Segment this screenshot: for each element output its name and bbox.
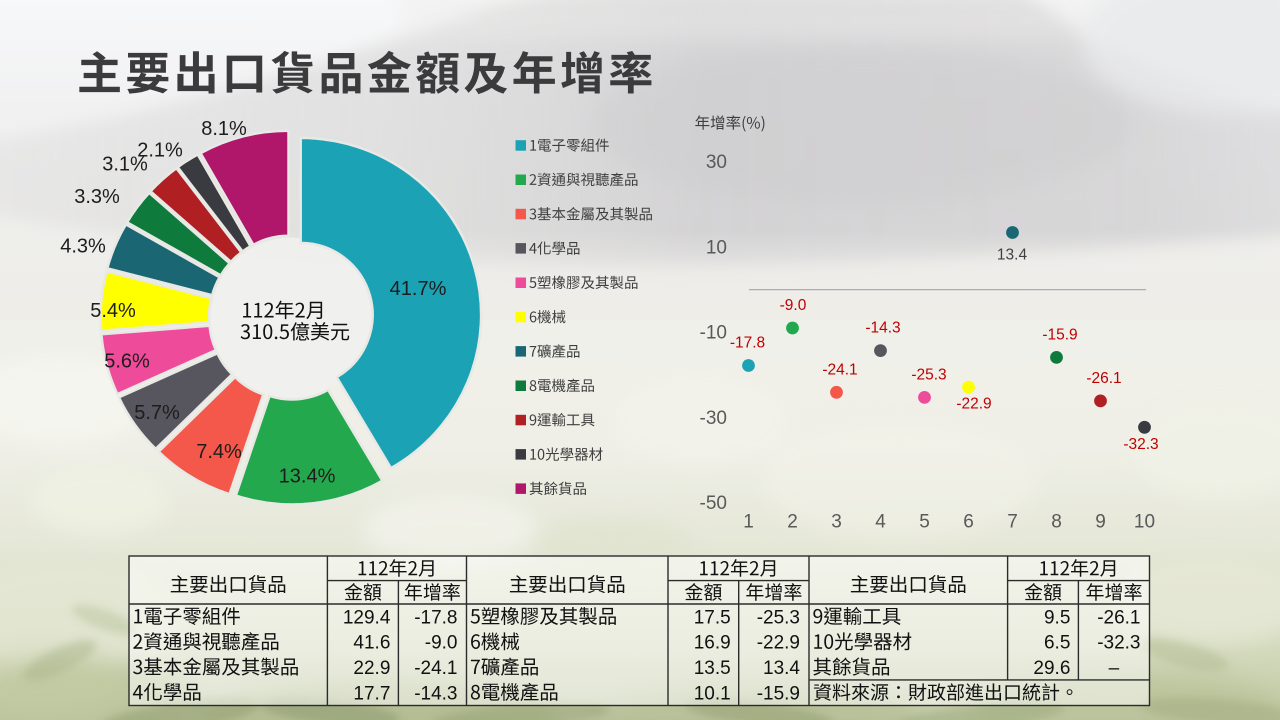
svg-text:2.1%: 2.1% <box>137 140 183 162</box>
svg-text:–: – <box>1109 658 1120 679</box>
svg-text:-32.3: -32.3 <box>1097 633 1140 654</box>
svg-text:-14.3: -14.3 <box>865 320 900 337</box>
svg-text:4.3%: 4.3% <box>60 236 106 258</box>
svg-text:9.5: 9.5 <box>1044 607 1070 628</box>
svg-text:5.7%: 5.7% <box>134 402 180 424</box>
svg-text:-22.9: -22.9 <box>757 633 800 654</box>
svg-text:-26.1: -26.1 <box>1097 607 1140 628</box>
svg-text:-9.0: -9.0 <box>425 633 458 654</box>
svg-text:129.4: 129.4 <box>343 607 391 628</box>
svg-text:-26.1: -26.1 <box>1086 370 1121 387</box>
svg-text:-15.9: -15.9 <box>1042 326 1077 343</box>
svg-text:9: 9 <box>1095 511 1106 532</box>
svg-text:16.9: 16.9 <box>694 633 731 654</box>
svg-text:13.4%: 13.4% <box>279 466 336 488</box>
svg-text:17.5: 17.5 <box>694 607 731 628</box>
svg-text:3.3%: 3.3% <box>74 186 120 208</box>
svg-text:-24.1: -24.1 <box>414 658 457 679</box>
svg-text:-17.8: -17.8 <box>730 335 765 352</box>
svg-text:29.6: 29.6 <box>1033 658 1070 679</box>
svg-text:10: 10 <box>706 238 727 259</box>
svg-text:2: 2 <box>787 511 798 532</box>
svg-text:30: 30 <box>706 152 727 173</box>
svg-text:1: 1 <box>743 511 754 532</box>
svg-text:-22.9: -22.9 <box>956 396 991 413</box>
svg-text:6.5: 6.5 <box>1044 633 1070 654</box>
svg-text:-30: -30 <box>700 408 727 429</box>
svg-text:-25.3: -25.3 <box>911 366 946 383</box>
svg-text:-32.3: -32.3 <box>1123 436 1158 453</box>
svg-text:13.5: 13.5 <box>694 658 731 679</box>
svg-text:10.1: 10.1 <box>694 683 731 704</box>
svg-text:7.4%: 7.4% <box>196 441 242 463</box>
svg-text:22.9: 22.9 <box>353 658 390 679</box>
svg-text:13.4: 13.4 <box>763 658 800 679</box>
svg-text:-15.9: -15.9 <box>757 683 800 704</box>
svg-text:17.7: 17.7 <box>353 683 390 704</box>
svg-text:5.4%: 5.4% <box>90 300 136 322</box>
svg-text:4: 4 <box>875 511 886 532</box>
svg-text:3: 3 <box>831 511 842 532</box>
svg-text:3.1%: 3.1% <box>102 154 148 176</box>
svg-text:7: 7 <box>1007 511 1018 532</box>
svg-text:5.6%: 5.6% <box>104 351 150 373</box>
svg-text:-50: -50 <box>700 493 727 514</box>
svg-text:-9.0: -9.0 <box>780 297 807 314</box>
svg-text:5: 5 <box>919 511 930 532</box>
svg-text:-14.3: -14.3 <box>414 683 457 704</box>
svg-text:8.1%: 8.1% <box>201 118 247 140</box>
svg-text:41.7%: 41.7% <box>390 278 447 300</box>
svg-text:-17.8: -17.8 <box>414 607 457 628</box>
svg-text:-10: -10 <box>700 323 727 344</box>
svg-text:13.4: 13.4 <box>997 247 1028 264</box>
svg-text:8: 8 <box>1051 511 1062 532</box>
svg-text:6: 6 <box>963 511 974 532</box>
svg-text:10: 10 <box>1134 511 1155 532</box>
svg-text:-24.1: -24.1 <box>822 361 857 378</box>
svg-text:41.6: 41.6 <box>353 633 390 654</box>
svg-text:-25.3: -25.3 <box>757 607 800 628</box>
